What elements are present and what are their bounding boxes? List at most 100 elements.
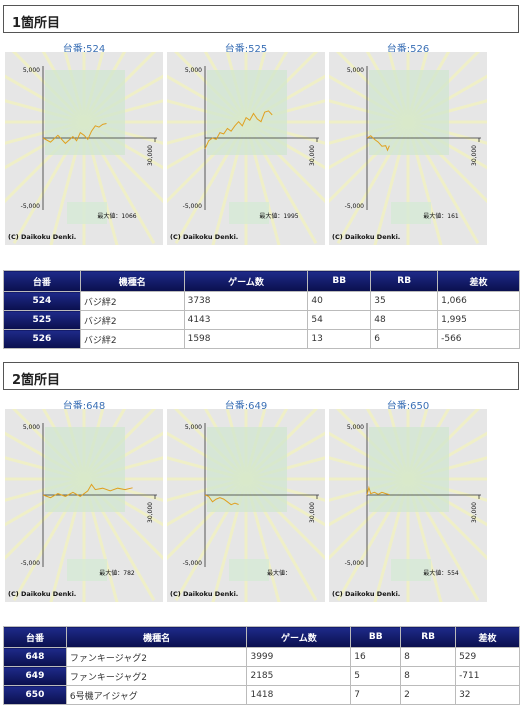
slot-graph-label[interactable]: 台番:649 bbox=[224, 401, 268, 412]
y-tick-bottom: -5,000 bbox=[345, 560, 365, 567]
cell-no[interactable]: 650 bbox=[3, 685, 67, 705]
x-tick-max: 30,000 bbox=[471, 145, 478, 166]
x-tick-max: 30,000 bbox=[471, 502, 478, 523]
x-tick-max: 30,000 bbox=[147, 145, 154, 166]
cell-diff: 32 bbox=[455, 685, 520, 705]
cell-no[interactable]: 648 bbox=[3, 647, 67, 667]
background-decoration bbox=[369, 427, 449, 512]
max-value-label: 最大値：554 bbox=[423, 569, 459, 577]
cell-games: 2185 bbox=[246, 666, 352, 686]
slot-graph-svg: 5,000 -5,000 30,000 最大値： (C) Daikoku Denki. bbox=[167, 409, 325, 602]
background-decoration bbox=[67, 202, 107, 224]
cell-no[interactable]: 524 bbox=[3, 291, 81, 311]
cell-model: ファンキージャグ2 bbox=[65, 666, 248, 686]
column-header: RB bbox=[370, 270, 439, 292]
background-decoration bbox=[207, 70, 287, 155]
column-header: 差枚 bbox=[455, 626, 520, 648]
column-header: BB bbox=[307, 270, 372, 292]
section-1-table: 台番 機種名 ゲーム数 BB RB 差枚 524 バジ絆2 3738 40 35 1,066 525 バ… bbox=[3, 270, 520, 349]
cell-rb: 48 bbox=[370, 310, 439, 330]
max-value-label: 最大値：782 bbox=[99, 569, 135, 577]
background-decoration bbox=[229, 559, 269, 581]
background-decoration bbox=[45, 427, 125, 512]
copyright-text: (C) Daikoku Denki. bbox=[332, 233, 400, 241]
column-header: RB bbox=[400, 626, 457, 648]
y-tick-top: 5,000 bbox=[185, 424, 202, 431]
copyright-text: (C) Daikoku Denki. bbox=[8, 590, 76, 598]
slot-graph-label[interactable]: 台番:526 bbox=[386, 44, 430, 55]
x-tick-max: 30,000 bbox=[147, 502, 154, 523]
column-header: 機種名 bbox=[79, 270, 185, 292]
cell-bb: 40 bbox=[307, 291, 372, 311]
x-tick-max: 30,000 bbox=[309, 502, 316, 523]
slot-graph: 台番:524 5,000 -5,000 30,000 最大値：1066 (C) Daiko… bbox=[5, 40, 163, 245]
y-tick-bottom: -5,000 bbox=[21, 203, 41, 210]
cell-bb: 54 bbox=[307, 310, 372, 330]
y-tick-top: 5,000 bbox=[185, 67, 202, 74]
slot-graph-svg: 5,000 -5,000 30,000 最大値：1995 (C) Daikoku Den… bbox=[167, 52, 325, 245]
cell-no[interactable]: 526 bbox=[3, 329, 81, 349]
copyright-text: (C) Daikoku Denki. bbox=[170, 590, 238, 598]
slot-graph: 台番:525 5,000 -5,000 30,000 最大値：1995 (C) Daiko… bbox=[167, 40, 325, 245]
slot-graph-canvas: 5,000 -5,000 30,000 最大値：782 (C) Daikoku Denk… bbox=[5, 409, 163, 602]
cell-bb: 7 bbox=[350, 685, 402, 705]
slot-graph-label[interactable]: 台番:525 bbox=[224, 44, 268, 55]
cell-games: 1418 bbox=[246, 685, 352, 705]
y-tick-top: 5,000 bbox=[23, 424, 40, 431]
cell-model: バジ絆2 bbox=[79, 291, 185, 311]
cell-rb: 8 bbox=[400, 647, 457, 667]
slot-graph-canvas: 5,000 -5,000 30,000 最大値：554 (C) Daikoku Denk… bbox=[329, 409, 487, 602]
table-row: 524 バジ絆2 3738 40 35 1,066 bbox=[3, 291, 520, 311]
max-value-label: 最大値：161 bbox=[423, 212, 459, 220]
cell-rb: 8 bbox=[400, 666, 457, 686]
section-2-table: 台番 機種名 ゲーム数 BB RB 差枚 648 ファンキージャグ2 3999 16 8 529 64… bbox=[3, 626, 520, 705]
slot-graph-canvas: 5,000 -5,000 30,000 最大値：1066 (C) Daikoku Den… bbox=[5, 52, 163, 245]
difference-line bbox=[42, 123, 107, 145]
slot-graph: 台番:649 5,000 -5,000 30,000 最大値： (C) Daikoku D… bbox=[167, 397, 325, 602]
copyright-text: (C) Daikoku Denki. bbox=[332, 590, 400, 598]
cell-no[interactable]: 649 bbox=[3, 666, 67, 686]
column-header: 台番 bbox=[3, 626, 67, 648]
column-header: BB bbox=[350, 626, 402, 648]
background-decoration bbox=[391, 559, 431, 581]
difference-line bbox=[366, 135, 390, 152]
difference-line bbox=[42, 483, 133, 499]
background-decoration bbox=[391, 202, 431, 224]
table-row: 650 6号機アイジャグ 1418 7 2 32 bbox=[3, 685, 520, 705]
slot-graph: 台番:648 5,000 -5,000 30,000 最大値：782 (C) Daikok… bbox=[5, 397, 163, 602]
column-header: 台番 bbox=[3, 270, 81, 292]
cell-bb: 5 bbox=[350, 666, 402, 686]
cell-diff: -711 bbox=[455, 666, 520, 686]
difference-line bbox=[366, 485, 390, 496]
slot-graph: 台番:526 5,000 -5,000 30,000 最大値：161 (C) Daikok… bbox=[329, 40, 487, 245]
y-tick-bottom: -5,000 bbox=[183, 203, 203, 210]
column-header: 差枚 bbox=[437, 270, 520, 292]
section-1-title: 1箇所目 bbox=[3, 5, 519, 33]
background-decoration bbox=[45, 70, 125, 155]
slot-graph-canvas: 5,000 -5,000 30,000 最大値：1995 (C) Daikoku Den… bbox=[167, 52, 325, 245]
slot-graph-canvas: 5,000 -5,000 30,000 最大値：161 (C) Daikoku Denk… bbox=[329, 52, 487, 245]
y-tick-top: 5,000 bbox=[23, 67, 40, 74]
background-decoration bbox=[369, 70, 449, 155]
copyright-text: (C) Daikoku Denki. bbox=[170, 233, 238, 241]
copyright-text: (C) Daikoku Denki. bbox=[8, 233, 76, 241]
cell-games: 3999 bbox=[246, 647, 352, 667]
slot-graph-label[interactable]: 台番:524 bbox=[62, 44, 106, 55]
difference-line bbox=[204, 494, 239, 506]
cell-games: 4143 bbox=[183, 310, 309, 330]
slot-graph-canvas: 5,000 -5,000 30,000 最大値： (C) Daikoku Denki. bbox=[167, 409, 325, 602]
cell-games: 3738 bbox=[183, 291, 309, 311]
y-tick-top: 5,000 bbox=[347, 424, 364, 431]
cell-model: バジ絆2 bbox=[79, 329, 185, 349]
cell-no[interactable]: 525 bbox=[3, 310, 81, 330]
difference-line bbox=[204, 110, 273, 150]
slot-graph-label[interactable]: 台番:648 bbox=[62, 401, 106, 412]
y-tick-top: 5,000 bbox=[347, 67, 364, 74]
cell-rb: 35 bbox=[370, 291, 439, 311]
slot-graph-svg: 5,000 -5,000 30,000 最大値：782 (C) Daikoku Denk… bbox=[5, 409, 163, 602]
background-decoration bbox=[207, 427, 287, 512]
slot-graph-label[interactable]: 台番:650 bbox=[386, 401, 430, 412]
slot-graph-svg: 5,000 -5,000 30,000 最大値：161 (C) Daikoku Denk… bbox=[329, 52, 487, 245]
background-decoration bbox=[229, 202, 269, 224]
cell-bb: 13 bbox=[307, 329, 372, 349]
